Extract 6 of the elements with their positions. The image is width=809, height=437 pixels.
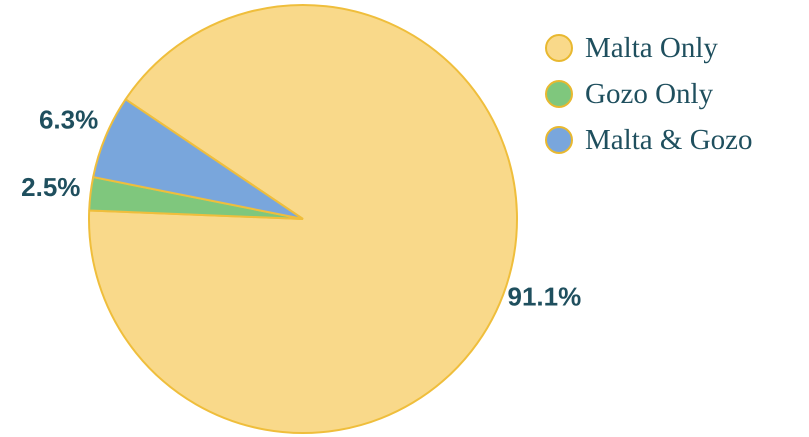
legend-label: Malta Only (585, 32, 718, 64)
data-label: 2.5% (21, 172, 80, 202)
data-label: 91.1% (508, 281, 582, 312)
legend-label: Gozo Only (585, 78, 714, 110)
data-label: 6.3% (38, 104, 98, 134)
legend-label: Malta & Gozo (585, 124, 753, 156)
